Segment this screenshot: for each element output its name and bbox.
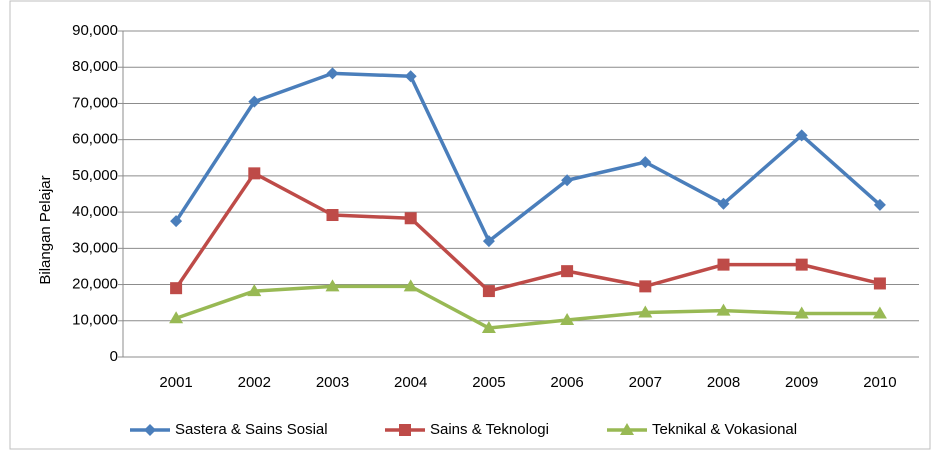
- series-line: [175, 284, 880, 330]
- legend-marker: [399, 424, 411, 436]
- data-point: [716, 303, 731, 316]
- series-line: [174, 71, 882, 243]
- data-point: [873, 198, 886, 211]
- data-point: [170, 215, 183, 228]
- data-point: [638, 305, 653, 318]
- series-line: [174, 171, 881, 293]
- y-tick-label: 10,000: [72, 312, 118, 329]
- y-tick-label: 60,000: [72, 131, 118, 148]
- y-tick-label: 50,000: [72, 167, 118, 184]
- legend-label: Teknikal & Vokasional: [652, 421, 797, 438]
- y-tick-label: 30,000: [72, 239, 118, 256]
- data-point: [482, 235, 495, 248]
- data-point: [639, 280, 652, 293]
- data-point: [639, 156, 652, 169]
- data-point: [794, 306, 809, 319]
- x-tick-label: 2004: [394, 374, 427, 391]
- data-point: [326, 67, 339, 80]
- x-tick-label: 2009: [785, 374, 818, 391]
- data-point: [248, 95, 261, 108]
- data-point: [247, 284, 262, 297]
- y-tick-label: 80,000: [72, 58, 118, 75]
- y-tick-label: 0: [110, 348, 118, 365]
- data-point: [795, 258, 808, 271]
- y-tick-label: 70,000: [72, 94, 118, 111]
- data-point: [873, 277, 886, 290]
- data-point: [560, 313, 575, 326]
- x-tick-label: 2006: [550, 374, 583, 391]
- x-tick-label: 2001: [159, 374, 192, 391]
- x-tick-label: 2010: [863, 374, 896, 391]
- data-point: [170, 282, 183, 295]
- legend-marker: [144, 424, 156, 436]
- data-point: [248, 167, 261, 180]
- x-tick-label: 2005: [472, 374, 505, 391]
- data-point: [872, 306, 887, 319]
- x-tick-label: 2008: [707, 374, 740, 391]
- data-point: [404, 70, 417, 83]
- data-point: [482, 285, 495, 298]
- data-point: [481, 321, 496, 334]
- y-tick-label: 20,000: [72, 276, 118, 293]
- data-point: [325, 279, 340, 292]
- legend-marker: [620, 423, 634, 435]
- data-point: [326, 209, 339, 222]
- data-point: [795, 129, 808, 142]
- data-point: [717, 258, 730, 271]
- data-point: [717, 197, 730, 210]
- x-tick-label: 2002: [238, 374, 271, 391]
- chart-frame: [9, 0, 931, 450]
- data-point: [561, 265, 574, 278]
- data-point: [404, 212, 417, 225]
- y-axis-label: Bilangan Pelajar: [37, 175, 54, 284]
- legend-label: Sains & Teknologi: [430, 421, 549, 438]
- y-tick-label: 40,000: [72, 203, 118, 220]
- data-point: [561, 174, 574, 187]
- x-tick-label: 2003: [316, 374, 349, 391]
- x-tick-label: 2007: [629, 374, 662, 391]
- data-point: [169, 311, 184, 324]
- y-tick-label: 90,000: [72, 22, 118, 39]
- data-point: [403, 279, 418, 292]
- legend-label: Sastera & Sains Sosial: [175, 421, 328, 438]
